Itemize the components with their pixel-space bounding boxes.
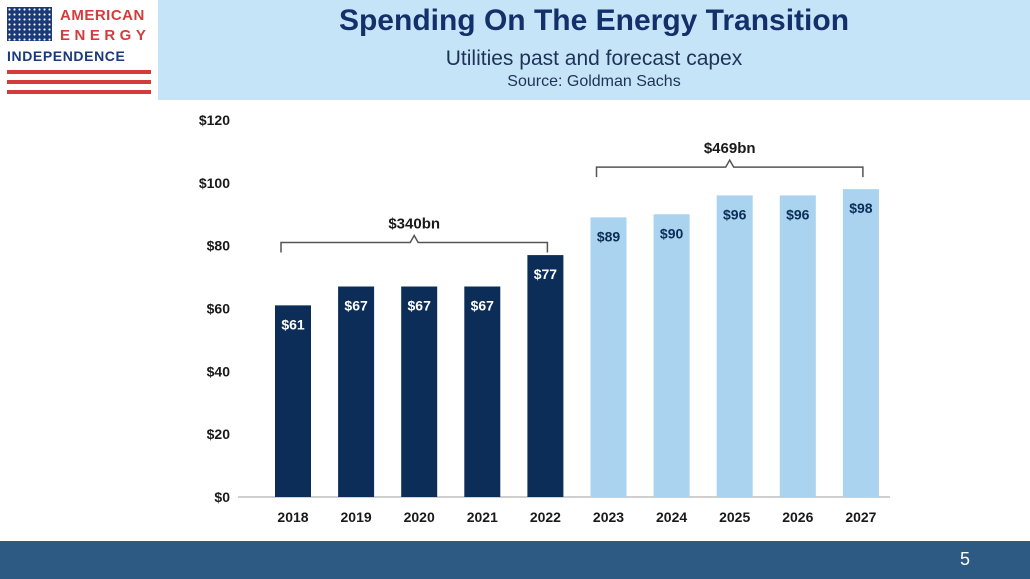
bar-value-label: $90	[660, 225, 684, 241]
x-tick-label: 2026	[782, 509, 813, 525]
capex-bar-chart: $0 $20 $40 $60 $80 $100 $120 $61 2018 $67 2019 $67 2…	[199, 112, 890, 525]
x-tick-label: 2027	[845, 509, 876, 525]
y-tick-label: $80	[207, 238, 231, 254]
y-tick-label: $120	[199, 112, 230, 128]
bar	[653, 214, 690, 497]
page-title: Spending On The Energy Transition	[338, 4, 850, 37]
x-tick-label: 2019	[341, 509, 372, 525]
x-tick-label: 2018	[277, 509, 308, 525]
footer-bar: 5	[0, 541, 1030, 579]
logo-stripe	[7, 70, 151, 74]
y-tick-label: $20	[207, 426, 231, 442]
bar	[716, 195, 753, 497]
bar	[464, 286, 501, 497]
logo-word-american: AMERICAN	[60, 7, 145, 24]
bar-value-label: $96	[786, 206, 810, 222]
x-tick-label: 2025	[719, 509, 750, 525]
logo: AMERICAN ENERGY INDEPENDENCE	[0, 0, 158, 100]
bar	[590, 217, 627, 497]
bar-value-label: $61	[281, 316, 305, 332]
us-flag-icon	[7, 7, 52, 41]
logo-word-energy: ENERGY	[60, 27, 151, 44]
total-bracket	[280, 234, 549, 253]
bar-value-label: $98	[849, 200, 873, 216]
bar-value-label: $67	[344, 298, 368, 314]
x-tick-label: 2022	[530, 509, 561, 525]
bar	[779, 195, 816, 497]
bar	[401, 286, 438, 497]
y-tick-label: $40	[207, 363, 231, 379]
y-tick-label: $0	[214, 489, 230, 505]
bar-value-label: $89	[597, 228, 621, 244]
y-tick-label: $100	[199, 175, 230, 191]
bar-value-label: $67	[471, 298, 495, 314]
source-note: Source: Goldman Sachs	[507, 73, 681, 90]
bar-value-label: $67	[408, 298, 432, 314]
bar-value-label: $96	[723, 206, 747, 222]
y-tick-label: $60	[207, 301, 231, 317]
x-tick-label: 2023	[593, 509, 624, 525]
total-annotation-label: $340bn	[388, 216, 440, 233]
page-number: 5	[959, 549, 970, 569]
bar	[275, 305, 311, 497]
bar-value-label: $77	[534, 266, 558, 282]
bar	[338, 286, 375, 497]
x-tick-label: 2021	[467, 509, 498, 525]
logo-word-independence: INDEPENDENCE	[7, 48, 126, 64]
bar	[842, 189, 879, 497]
total-annotation-label: $469bn	[704, 140, 756, 157]
logo-stripe	[7, 80, 151, 84]
logo-stripe	[7, 90, 151, 94]
header-banner: Spending On The Energy Transition Utilit…	[158, 0, 1030, 100]
bar	[527, 255, 564, 497]
total-bracket	[595, 158, 864, 178]
page-subtitle: Utilities past and forecast capex	[445, 47, 743, 70]
x-tick-label: 2020	[404, 509, 435, 525]
x-tick-label: 2024	[656, 509, 687, 525]
